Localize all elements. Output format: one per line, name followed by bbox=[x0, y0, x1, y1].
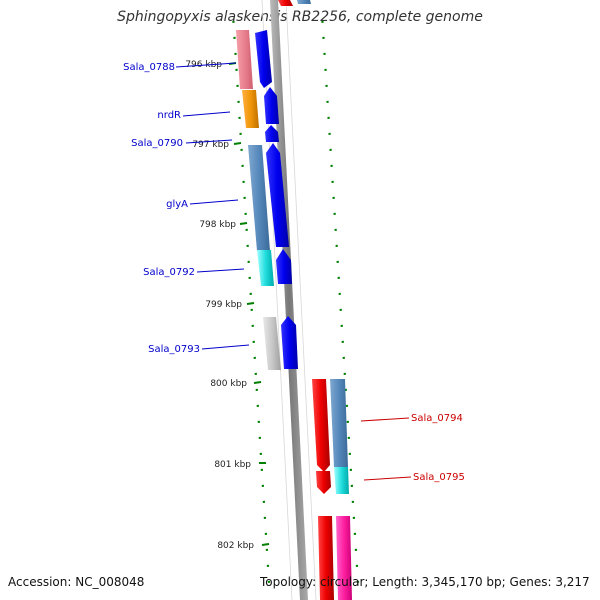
gene-label-nrdr[interactable]: nrdR bbox=[157, 110, 181, 121]
genes-label: Genes: bbox=[509, 575, 552, 589]
gene-labels: Sala_0788 nrdR Sala_0790 glyA Sala_0792 … bbox=[123, 62, 465, 483]
gene-label-glya[interactable]: glyA bbox=[166, 199, 188, 210]
gene-label-sala-0788[interactable]: Sala_0788 bbox=[123, 62, 175, 73]
arrow-icon bbox=[255, 30, 272, 88]
feature-bar-nrdr bbox=[242, 90, 259, 128]
cds-arrows bbox=[255, 0, 334, 600]
accession-footer: Accession: NC_008048 bbox=[8, 575, 144, 589]
genes-value: 3,217 bbox=[555, 575, 590, 589]
arrow-icon bbox=[265, 125, 279, 142]
feature-bar-sala-0788 bbox=[236, 30, 253, 89]
tick-labels: 796 kbp 797 kbp 798 kbp 799 kbp 800 kbp … bbox=[185, 60, 254, 551]
gene-label-sala-0793[interactable]: Sala_0793 bbox=[148, 344, 200, 355]
feature-bar-next-1 bbox=[336, 516, 352, 600]
gene-label-sala-0794[interactable]: Sala_0794 bbox=[411, 413, 463, 424]
tick-label-797: 797 kbp bbox=[192, 140, 229, 150]
accession-label: Accession: bbox=[8, 575, 72, 589]
tick-label-798: 798 kbp bbox=[199, 220, 236, 230]
arrow-icon bbox=[264, 87, 279, 124]
tick-label-799: 799 kbp bbox=[205, 300, 242, 310]
arrow-icon bbox=[318, 516, 334, 600]
arrow-icon bbox=[281, 316, 298, 369]
tick-label-802: 802 kbp bbox=[217, 541, 254, 551]
arrow-icon bbox=[276, 249, 292, 284]
feature-bar-sala-0793 bbox=[263, 317, 281, 370]
feature-bar-top bbox=[297, 0, 311, 4]
arrow-icon bbox=[316, 471, 331, 494]
map-title: Sphingopyxis alaskensis RB2256, complete… bbox=[117, 9, 483, 25]
arrow-icon bbox=[278, 0, 293, 6]
gene-label-sala-0790[interactable]: Sala_0790 bbox=[131, 138, 183, 149]
feature-bar-sala-0792 bbox=[257, 250, 274, 286]
feature-bar-sala-0794 bbox=[330, 379, 348, 467]
tick-label-801: 801 kbp bbox=[214, 460, 251, 470]
arrow-icon bbox=[266, 143, 289, 247]
gene-label-sala-0795[interactable]: Sala_0795 bbox=[413, 472, 465, 483]
gene-leaders bbox=[175, 62, 412, 481]
tick-label-800: 800 kbp bbox=[210, 379, 247, 389]
tick-dots bbox=[232, 20, 360, 583]
feature-bars bbox=[236, 0, 352, 600]
length-label: Length: bbox=[372, 575, 418, 589]
topology-label: Topology: bbox=[260, 575, 317, 589]
feature-bar-sala-0795 bbox=[334, 467, 349, 494]
arrow-icon bbox=[312, 379, 330, 472]
length-value: 3,345,170 bp bbox=[421, 575, 502, 589]
feature-bar-glya bbox=[248, 145, 270, 251]
genome-stats-footer: Topology: circular; Length: 3,345,170 bp… bbox=[260, 575, 590, 589]
accession-value: NC_008048 bbox=[75, 575, 145, 589]
topology-value: circular bbox=[319, 575, 365, 589]
gene-label-sala-0792[interactable]: Sala_0792 bbox=[143, 267, 195, 278]
